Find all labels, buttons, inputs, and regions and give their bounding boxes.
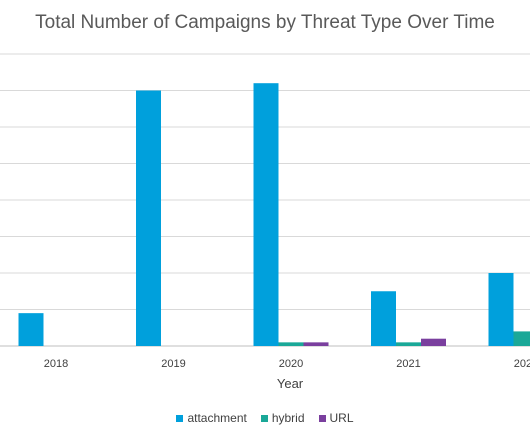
legend-label: attachment	[187, 411, 247, 425]
legend-item: hybrid	[260, 411, 305, 425]
plot-area	[0, 53, 530, 347]
x-axis-label: Year	[276, 376, 304, 391]
bar-hybrid-2022	[513, 331, 530, 346]
legend-item: URL	[318, 411, 354, 425]
bar-attachment-2022	[488, 273, 514, 346]
legend-label: hybrid	[271, 411, 305, 425]
bar-attachment-2020	[253, 83, 279, 346]
legend-label: URL	[329, 411, 354, 425]
legend: attachment hybrid URL	[0, 411, 530, 425]
legend-swatch	[260, 414, 268, 422]
x-tick-label: 2018	[43, 358, 69, 370]
bar-attachment-2019	[136, 90, 161, 346]
bar-attachment-2018	[18, 313, 44, 346]
bar-attachment-2021	[371, 291, 396, 346]
chart-title: Total Number of Campaigns by Threat Type…	[35, 12, 495, 33]
bar-url-2020	[303, 342, 329, 346]
bar-hybrid-2021	[396, 342, 421, 346]
x-tick-label: 2019	[161, 358, 186, 370]
x-tick-label: 2022	[513, 358, 530, 370]
bar-url-2021	[421, 338, 446, 346]
bar-hybrid-2020	[278, 342, 304, 346]
legend-swatch	[318, 414, 326, 422]
legend-swatch	[176, 414, 184, 422]
legend-item: attachment	[176, 411, 247, 425]
x-tick-label: 2020	[278, 358, 304, 370]
x-tick-label: 2021	[396, 358, 421, 370]
